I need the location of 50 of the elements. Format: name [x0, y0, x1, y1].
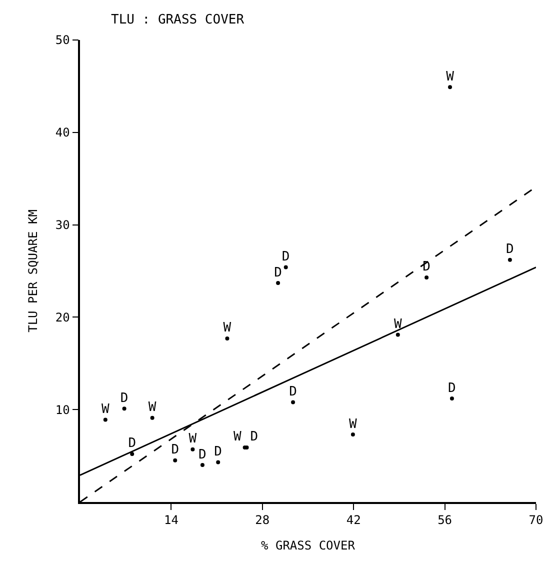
point — [448, 85, 452, 90]
series-label: D — [274, 265, 282, 280]
series-label: W — [233, 430, 242, 445]
y-tick-label: 50 — [55, 33, 70, 48]
text: W — [101, 402, 110, 418]
text: D — [506, 242, 514, 258]
text: W — [223, 320, 232, 336]
point — [291, 400, 296, 404]
point — [173, 458, 178, 462]
y-tick-label: 20 — [55, 310, 70, 324]
y-tick-label: 10 — [55, 402, 70, 417]
point — [216, 460, 220, 464]
text: D — [282, 250, 290, 265]
text: W — [394, 317, 402, 332]
point — [284, 265, 288, 270]
point — [190, 447, 195, 452]
y-axis-title: TLU PER SQUARE KM — [26, 210, 40, 332]
text: D — [198, 447, 206, 462]
text: D — [120, 390, 128, 406]
x-tick-label: 28 — [255, 513, 270, 528]
x-tick-label: 42 — [346, 513, 361, 528]
point — [122, 406, 126, 411]
x-axis-title: % GRASS COVER — [261, 538, 356, 553]
x-tick-label: 70 — [528, 513, 544, 528]
y-tick-label: 40 — [55, 126, 70, 140]
text: W — [148, 400, 156, 416]
text: D — [214, 444, 222, 460]
text: D — [250, 430, 258, 445]
point — [508, 258, 512, 262]
point — [424, 275, 429, 280]
x-tick-label: 14 — [164, 513, 178, 528]
point — [276, 281, 280, 286]
point — [130, 452, 134, 456]
point — [200, 463, 204, 468]
text: W — [446, 69, 454, 84]
y-tick-label: 30 — [55, 218, 70, 232]
point — [350, 432, 355, 437]
point — [225, 336, 230, 340]
text: D — [448, 380, 456, 396]
text: D — [128, 436, 136, 452]
text: D — [171, 442, 180, 458]
text: W — [188, 432, 197, 447]
point — [103, 418, 108, 422]
chart-title: TLU : GRASS COVER — [111, 12, 244, 28]
text: W — [349, 416, 357, 432]
point — [450, 396, 454, 401]
point — [150, 416, 154, 420]
x-tick-label: 56 — [438, 513, 452, 528]
text: D — [289, 384, 297, 400]
point — [396, 332, 400, 337]
